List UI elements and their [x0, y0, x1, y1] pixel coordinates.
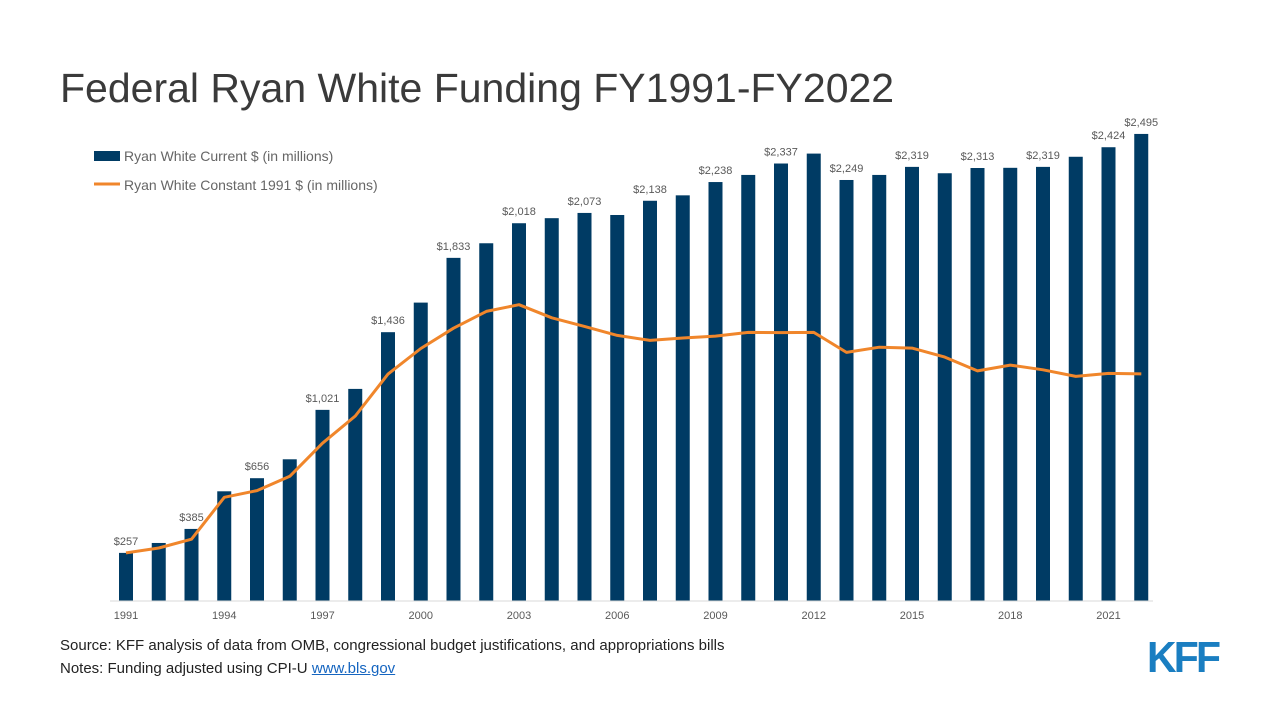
bar-2008	[675, 195, 690, 602]
bar-2000	[413, 302, 428, 601]
x-tick-1991: 1991	[114, 610, 138, 622]
bar-1993	[184, 528, 199, 601]
bar-2013	[839, 179, 854, 602]
bar-2015	[905, 166, 919, 602]
legend-label-current: Ryan White Current $ (in millions)	[124, 148, 333, 164]
x-tick-2021: 2021	[1096, 610, 1120, 622]
bar-2009	[708, 182, 723, 602]
bls-link[interactable]: www.bls.gov	[311, 660, 396, 677]
bar-2014	[872, 174, 887, 601]
x-tick-2009: 2009	[703, 610, 727, 622]
x-tick-labels: 1991 1994 1997 2000 2003 2006 2009 2012 2015 2018…	[114, 610, 1121, 622]
data-label-1997: $1,021	[306, 393, 340, 405]
x-tick-2003: 2003	[507, 610, 531, 622]
legend-swatch-bar	[94, 151, 120, 161]
data-label-2001: $1,833	[437, 241, 471, 253]
notes-text: Notes: Funding adjusted using CPI-U	[60, 660, 312, 677]
data-label-2007: $2,138	[633, 184, 667, 196]
bar-2001	[446, 257, 461, 601]
data-label-2003: $2,018	[502, 206, 536, 218]
legend-label-constant: Ryan White Constant 1991 $ (in millions)	[124, 177, 378, 193]
data-label-1993: $385	[179, 512, 203, 524]
data-label-2021: $2,424	[1092, 130, 1126, 142]
bar-1991	[119, 552, 133, 601]
bar-2005	[577, 212, 592, 602]
bar-1995	[250, 478, 264, 601]
bar-2011	[774, 163, 788, 601]
bar-2022	[1134, 133, 1149, 601]
data-label-2019: $2,319	[1026, 150, 1060, 162]
bar-2007	[643, 200, 657, 601]
bar-2012	[806, 153, 821, 602]
legend: Ryan White Current $ (in millions) Ryan …	[94, 148, 378, 193]
bar-2004	[544, 218, 559, 601]
bar-2018	[1003, 167, 1018, 601]
x-tick-2000: 2000	[409, 610, 433, 622]
data-label-1991: $257	[114, 536, 138, 548]
data-label-2017: $2,313	[961, 151, 995, 163]
x-tick-2018: 2018	[998, 610, 1022, 622]
bar-1997	[315, 409, 330, 601]
notes: Notes: Funding adjusted using CPI-U www.…	[60, 660, 395, 677]
data-label-1999: $1,436	[371, 315, 405, 327]
bar-2016	[937, 173, 952, 602]
constant-dollar-line	[125, 303, 1142, 555]
x-tick-2015: 2015	[900, 610, 924, 622]
bar-2002	[479, 243, 494, 601]
x-tick-2012: 2012	[802, 610, 826, 622]
bar-2010	[741, 174, 756, 601]
bar-2020	[1068, 156, 1083, 601]
chart-title: Federal Ryan White Funding FY1991-FY2022	[60, 65, 895, 111]
data-label-2005: $2,073	[568, 196, 602, 208]
x-tick-1994: 1994	[212, 610, 236, 622]
bar-1992	[151, 542, 166, 601]
bar-1999	[381, 332, 395, 601]
bar-1994	[217, 491, 232, 601]
data-labels: $257 $385 $656 $1,021 $1,436 $1,833 $2,018 $2,0…	[114, 117, 1158, 548]
x-tick-1997: 1997	[310, 610, 334, 622]
source-note: Source: KFF analysis of data from OMB, c…	[60, 637, 725, 654]
kff-logo: KFF	[1147, 633, 1221, 682]
bar-1996	[282, 459, 297, 601]
data-label-2013: $2,249	[830, 163, 864, 175]
x-tick-2006: 2006	[605, 610, 629, 622]
data-label-2009: $2,238	[699, 165, 733, 177]
bar-2019	[1036, 166, 1050, 602]
bar-series	[119, 133, 1149, 602]
bar-2017	[970, 168, 985, 601]
data-label-2022: $2,495	[1124, 117, 1158, 129]
bar-2006	[610, 214, 625, 602]
data-label-1995: $656	[245, 461, 269, 473]
data-label-2015: $2,319	[895, 150, 929, 162]
bar-1998	[348, 388, 363, 601]
bar-2003	[512, 223, 526, 601]
data-label-2011: $2,337	[764, 147, 798, 159]
